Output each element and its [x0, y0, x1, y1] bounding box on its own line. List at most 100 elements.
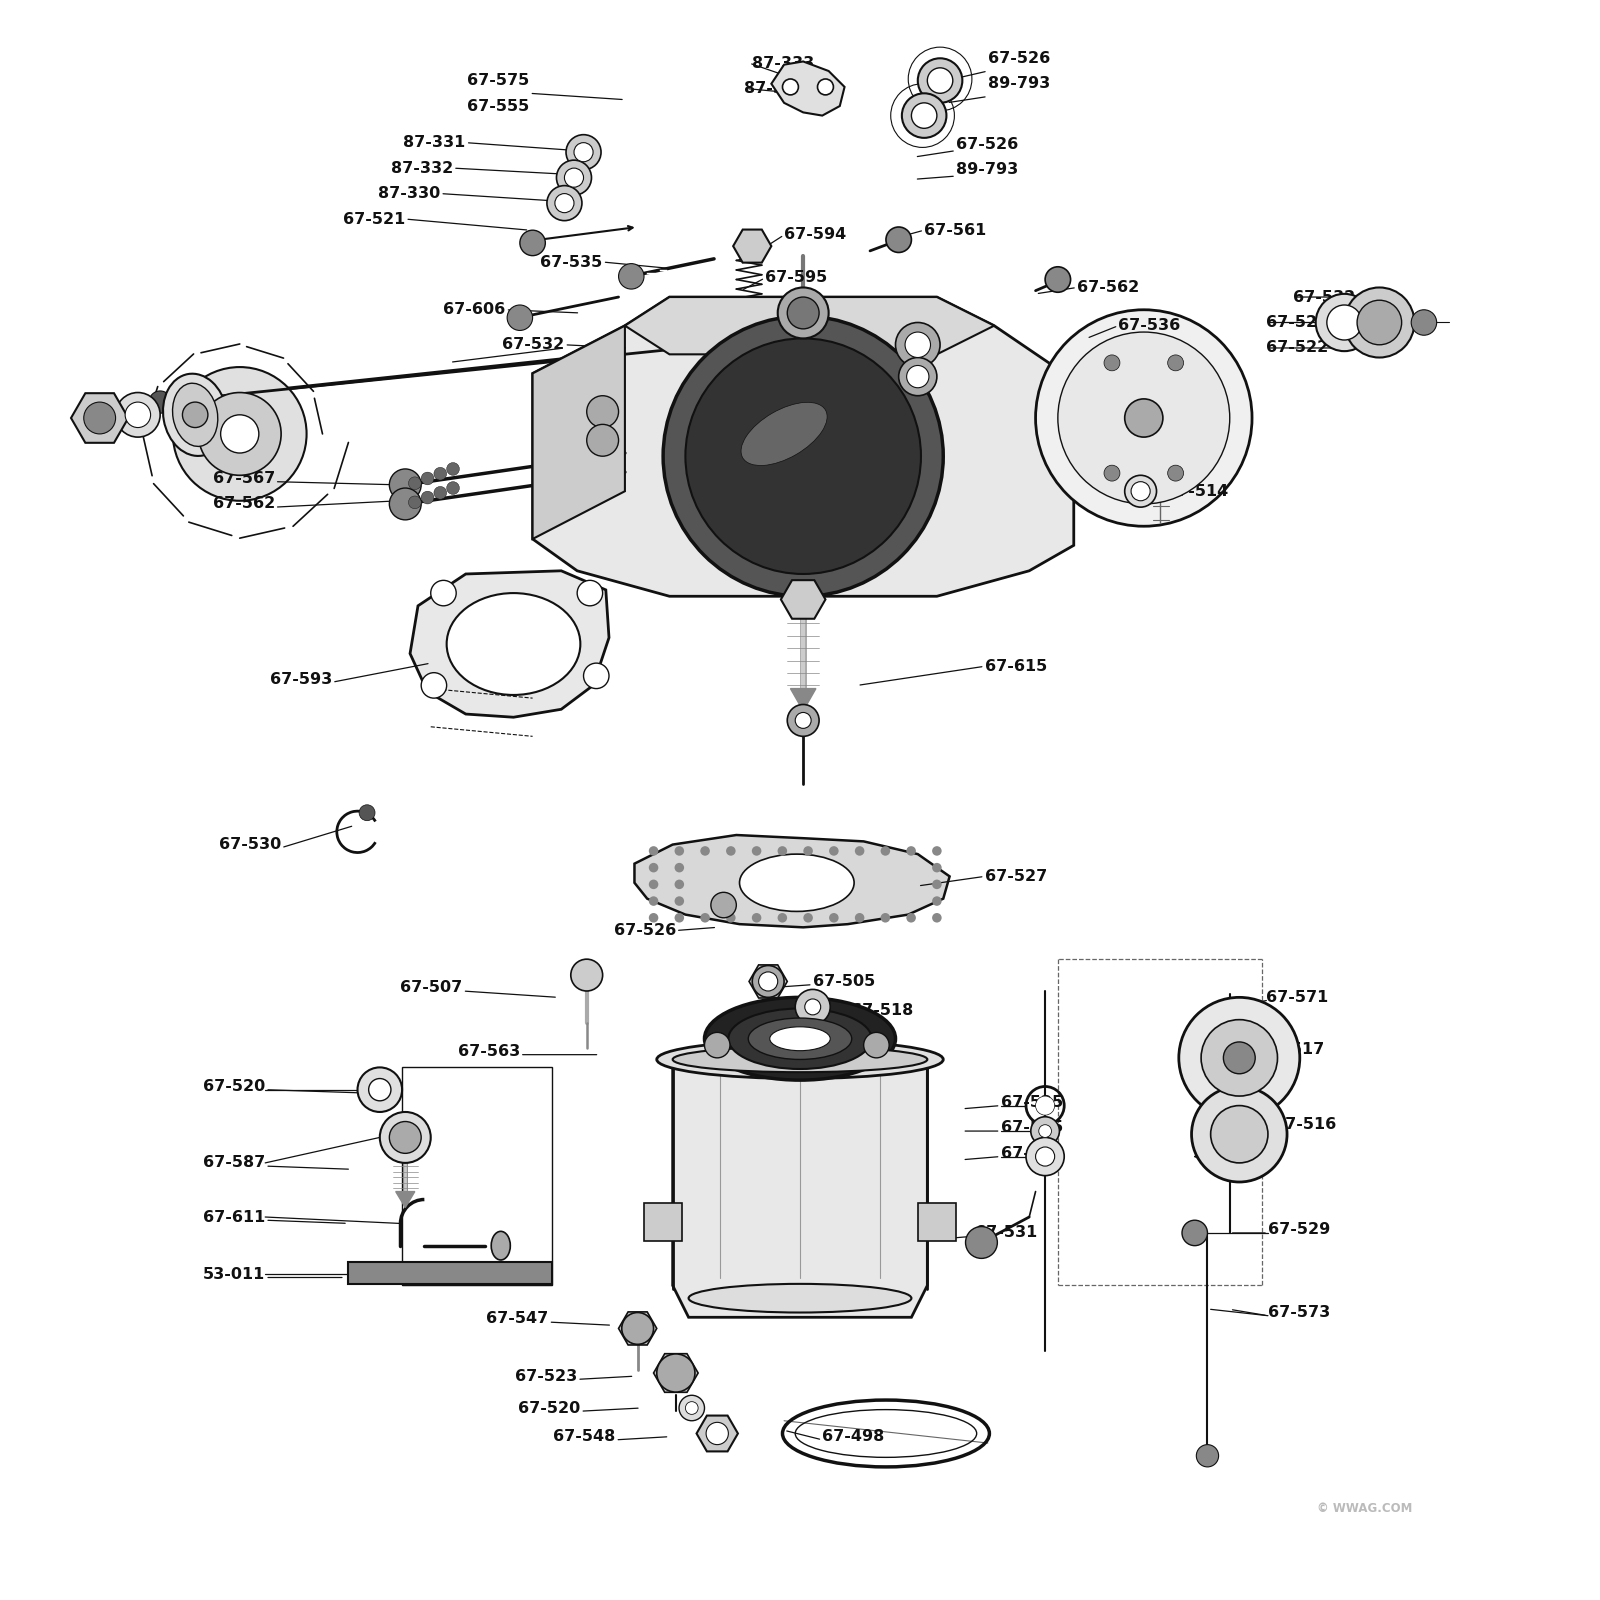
Circle shape — [933, 880, 942, 890]
Text: 67-575: 67-575 — [467, 74, 530, 88]
Circle shape — [565, 168, 584, 187]
Circle shape — [675, 896, 685, 906]
Text: 87-332: 87-332 — [390, 160, 453, 176]
Text: 67-562: 67-562 — [1077, 280, 1139, 294]
Text: 67-527: 67-527 — [984, 869, 1046, 883]
Circle shape — [622, 1312, 653, 1344]
Circle shape — [1131, 482, 1150, 501]
Text: 67-499: 67-499 — [858, 373, 920, 387]
Circle shape — [933, 914, 942, 923]
Circle shape — [965, 1227, 997, 1258]
Circle shape — [933, 896, 942, 906]
Text: 67-564: 67-564 — [1118, 344, 1181, 358]
Circle shape — [125, 402, 150, 427]
Circle shape — [368, 1078, 390, 1101]
Circle shape — [578, 581, 603, 606]
Text: 87-333: 87-333 — [752, 56, 814, 70]
Circle shape — [408, 496, 421, 509]
Circle shape — [854, 914, 864, 923]
Circle shape — [778, 846, 787, 856]
Circle shape — [358, 805, 374, 821]
Polygon shape — [70, 394, 128, 443]
Circle shape — [446, 462, 459, 475]
Circle shape — [1038, 1125, 1051, 1138]
Circle shape — [918, 58, 962, 102]
Circle shape — [906, 333, 931, 357]
Circle shape — [902, 93, 947, 138]
Circle shape — [389, 488, 421, 520]
Text: 67-567: 67-567 — [213, 470, 275, 486]
Circle shape — [701, 914, 710, 923]
Polygon shape — [626, 298, 994, 354]
Circle shape — [675, 862, 685, 872]
Circle shape — [1125, 398, 1163, 437]
Ellipse shape — [770, 1027, 830, 1051]
Circle shape — [778, 914, 787, 923]
Circle shape — [787, 298, 819, 330]
Text: 67-498: 67-498 — [822, 1429, 885, 1445]
Circle shape — [1202, 1019, 1277, 1096]
Polygon shape — [645, 1203, 682, 1242]
Circle shape — [933, 846, 942, 856]
Circle shape — [587, 395, 619, 427]
Circle shape — [1326, 306, 1362, 341]
Text: 67-507: 67-507 — [400, 981, 462, 995]
Circle shape — [434, 486, 446, 499]
Text: 67-593: 67-593 — [270, 672, 333, 686]
Circle shape — [574, 142, 594, 162]
Circle shape — [1035, 1096, 1054, 1115]
Text: 67-522: 67-522 — [1266, 341, 1328, 355]
Circle shape — [1224, 1042, 1256, 1074]
Circle shape — [675, 846, 685, 856]
Circle shape — [656, 1354, 694, 1392]
Circle shape — [880, 914, 890, 923]
Polygon shape — [653, 1354, 698, 1392]
Circle shape — [752, 914, 762, 923]
Text: 67-520: 67-520 — [203, 1078, 266, 1094]
Circle shape — [584, 662, 610, 688]
Polygon shape — [672, 1067, 928, 1317]
Circle shape — [758, 971, 778, 990]
Polygon shape — [395, 1192, 414, 1208]
Circle shape — [906, 846, 915, 856]
Circle shape — [221, 414, 259, 453]
Circle shape — [1315, 294, 1373, 350]
Text: 67-611: 67-611 — [203, 1210, 266, 1224]
Ellipse shape — [163, 374, 227, 456]
Circle shape — [507, 306, 533, 331]
Circle shape — [778, 1032, 803, 1058]
Circle shape — [557, 160, 592, 195]
Text: 67-573: 67-573 — [1267, 1306, 1330, 1320]
Text: 67-547: 67-547 — [486, 1312, 549, 1326]
Text: 67-524: 67-524 — [1000, 1146, 1062, 1162]
Circle shape — [803, 846, 813, 856]
Circle shape — [648, 880, 658, 890]
Text: 67-526: 67-526 — [987, 51, 1050, 66]
Circle shape — [1411, 310, 1437, 336]
Polygon shape — [918, 1203, 955, 1242]
Text: 67-505: 67-505 — [813, 974, 875, 989]
Circle shape — [886, 227, 912, 253]
Polygon shape — [533, 326, 626, 539]
Text: 89-793: 89-793 — [955, 162, 1018, 178]
Circle shape — [1192, 1086, 1286, 1182]
Text: 67-563: 67-563 — [458, 1043, 520, 1059]
Circle shape — [1045, 267, 1070, 293]
Text: 87-331: 87-331 — [744, 82, 806, 96]
Text: 67-523: 67-523 — [515, 1368, 578, 1384]
Circle shape — [389, 1122, 421, 1154]
Circle shape — [726, 846, 736, 856]
Text: 67-515: 67-515 — [1000, 1120, 1062, 1136]
Circle shape — [198, 392, 282, 475]
Circle shape — [782, 78, 798, 94]
Circle shape — [1182, 1221, 1208, 1246]
Circle shape — [928, 67, 954, 93]
Text: 87-331: 87-331 — [403, 134, 466, 150]
Circle shape — [434, 467, 446, 480]
Polygon shape — [347, 1261, 552, 1283]
Text: 67-571: 67-571 — [1266, 990, 1328, 1005]
Circle shape — [854, 846, 864, 856]
Ellipse shape — [739, 854, 854, 912]
Circle shape — [701, 846, 710, 856]
Text: 67-519: 67-519 — [858, 347, 920, 362]
